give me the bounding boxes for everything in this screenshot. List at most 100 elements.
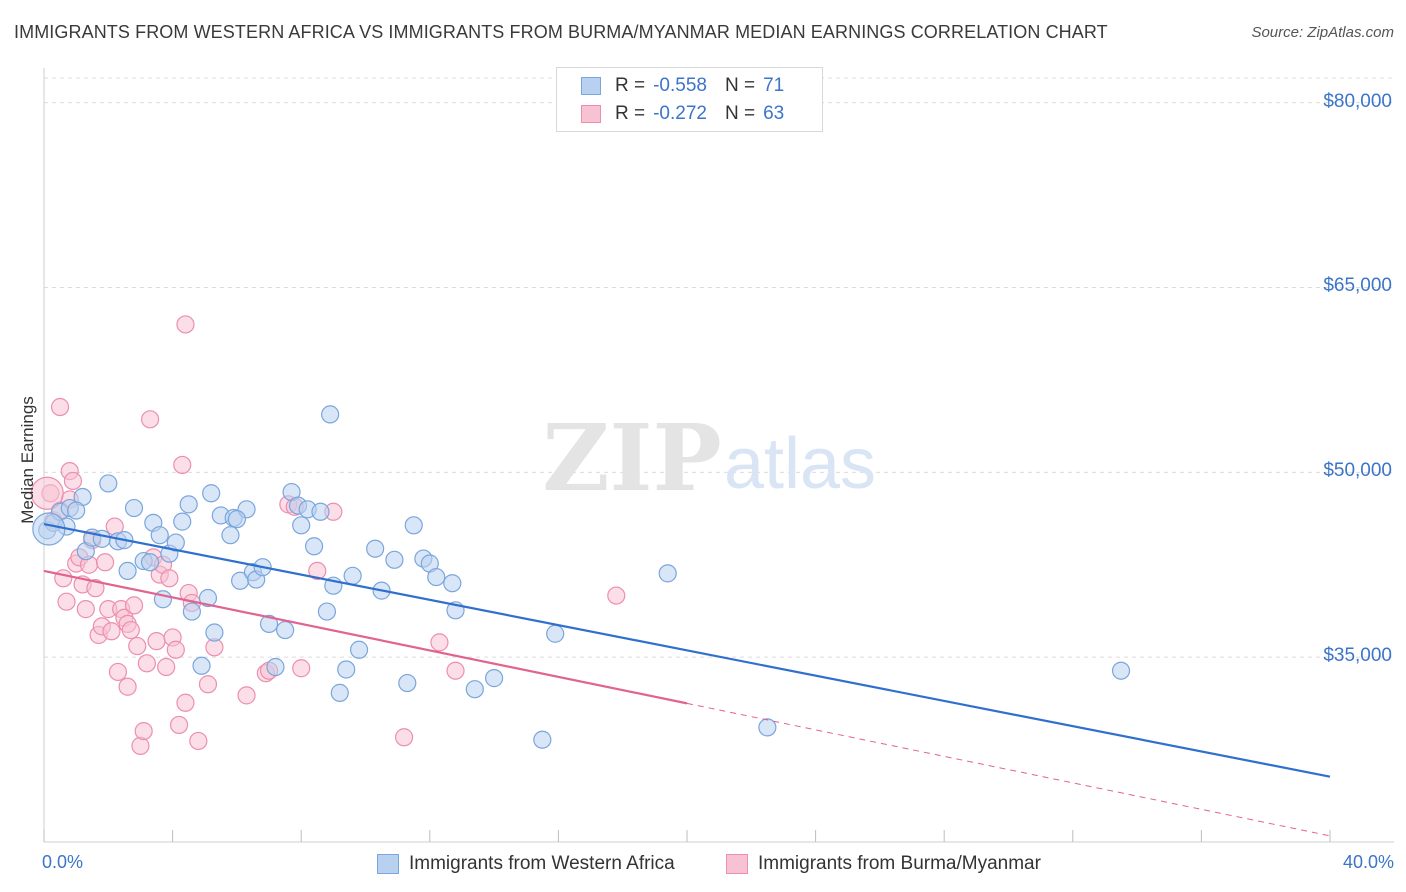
legend-row-western-africa: R = -0.558 N = 71 [581,74,784,98]
data-point [147,632,166,651]
data-point [349,640,369,659]
data-point [131,736,150,755]
data-point [189,731,208,751]
data-point [366,539,385,558]
data-point [63,471,83,491]
legend-r-value: -0.558 [653,75,707,96]
data-point [118,677,137,696]
data-point [99,474,118,493]
data-point [182,602,201,621]
data-point [198,675,218,694]
data-point [330,683,349,702]
data-point [259,614,279,633]
watermark-zip: ZIP [542,404,721,512]
data-point [337,660,356,679]
data-point [134,721,153,741]
legend-r-label: R = [615,103,646,124]
chart-title: IMMIGRANTS FROM WESTERN AFRICA VS IMMIGR… [14,22,1108,42]
data-point [607,586,626,605]
data-point [140,410,160,429]
data-point [546,624,565,643]
data-point [292,516,311,535]
correlation-legend: R = -0.558 N = 71 R = -0.272 N = 63 [556,67,823,132]
data-point [427,567,446,587]
legend-n-label: N = [724,75,756,96]
data-point [150,526,169,545]
y-axis-label: Median Earnings [18,396,37,524]
data-point [121,620,140,640]
data-point [292,659,311,678]
series-swatch-pink [726,854,748,874]
data-point [176,693,195,712]
series-legend-western-africa: Immigrants from Western Africa [377,852,675,876]
data-point [321,405,340,424]
watermark-atlas: atlas [724,424,876,504]
data-point [533,730,552,749]
data-point [137,654,156,673]
x-tick-label-min: 0.0% [42,852,84,872]
series-swatch-blue [377,854,399,874]
data-point [179,495,198,514]
data-point [176,315,195,334]
y-tick-label: $35,000 [1323,645,1392,667]
y-tick-label: $80,000 [1323,90,1392,112]
data-point [398,673,417,693]
data-point [485,669,504,688]
data-point [118,561,137,581]
data-point [304,537,324,556]
y-tick-label: $50,000 [1323,460,1392,482]
data-point [1111,661,1131,680]
series-name: Immigrants from Western Africa [409,853,675,874]
trend-line-burma-myanmar [43,569,688,705]
data-point [140,553,160,572]
data-point [157,657,176,677]
legend-swatch-blue [581,77,601,95]
data-point [102,622,121,641]
data-point [128,636,147,656]
data-point [308,561,327,581]
data-point [446,661,465,680]
data-point [227,510,246,529]
data-point [57,592,76,611]
data-point [266,657,285,677]
data-point [95,553,115,572]
data-point [169,715,189,735]
legend-n-value: 71 [763,75,785,96]
data-point [76,600,95,619]
data-point [54,569,73,588]
data-point [443,574,462,593]
y-tick-label: $65,000 [1323,275,1392,297]
data-point [192,656,211,675]
data-point [173,512,192,531]
data-point [173,455,192,475]
data-point [430,633,449,652]
trend-lines [43,522,1331,837]
data-point [311,502,330,521]
data-point [343,566,362,585]
x-tick-label-max: 40.0% [1342,852,1394,872]
series-western-africa [32,405,1131,749]
data-point [465,680,484,699]
data-point [198,588,218,608]
data-point [276,620,295,640]
legend-swatch-pink [581,105,601,123]
data-point [92,529,111,548]
source-credit: Source: ZipAtlas.com [1251,24,1394,41]
legend-n-label: N = [724,103,756,124]
data-point [758,718,777,737]
series-legend-burma-myanmar: Immigrants from Burma/Myanmar [726,852,1041,876]
data-point [50,397,70,417]
data-point [160,569,179,588]
legend-r-label: R = [615,75,646,96]
data-point [404,516,423,535]
legend-row-burma-myanmar: R = -0.272 N = 63 [581,102,784,126]
series-name: Immigrants from Burma/Myanmar [758,853,1041,874]
trend-line-burma-myanmar-extension [686,702,1331,837]
data-point [237,686,256,705]
data-point [124,498,144,518]
data-point [658,564,677,583]
data-point [221,526,240,545]
data-point [67,501,86,520]
data-point [317,602,337,621]
